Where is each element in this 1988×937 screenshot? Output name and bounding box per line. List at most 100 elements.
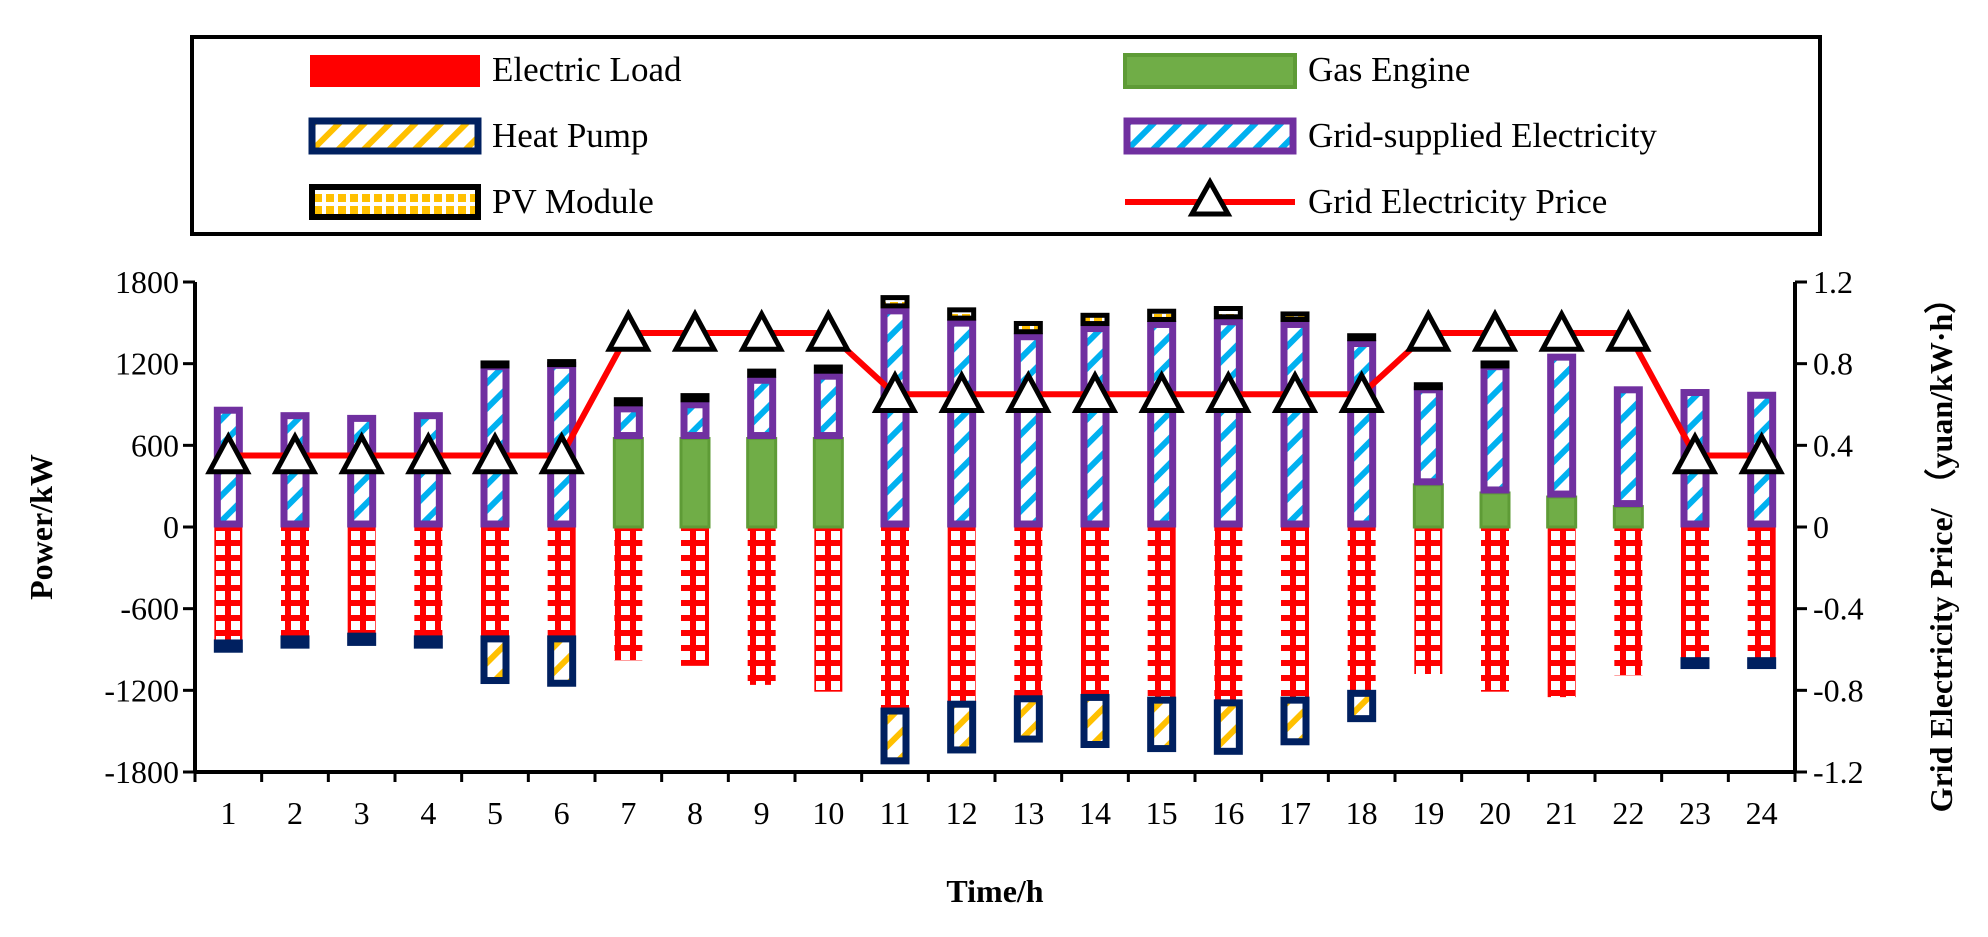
bar-grid-supplied (747, 376, 777, 440)
x-tick-label: 19 (1412, 795, 1444, 831)
y-tick-label: 0 (163, 509, 179, 545)
bar-heat-pump (280, 635, 310, 649)
price-marker (1338, 370, 1385, 413)
bar-grid-supplied (613, 405, 643, 440)
bar-pv-module (1080, 312, 1110, 327)
plot-area: 1800 1200 600 0 -600 -1200 -1800 1.2 0.8 0.4 0 -0.4… (23, 264, 1959, 909)
bar-heat-pump (1747, 657, 1777, 670)
bar-electric-load (1081, 527, 1109, 695)
bar-heat-pump (347, 632, 377, 646)
price-marker (938, 370, 985, 413)
bar-electric-load (481, 527, 509, 636)
price-marker (871, 370, 919, 413)
bar-pv-module (1347, 333, 1377, 342)
legend-label-gas-engine: Gas Engine (1308, 50, 1470, 89)
y-tick-label: -1800 (104, 754, 179, 790)
x-tick-label: 21 (1546, 795, 1578, 831)
bar-heat-pump (1213, 699, 1243, 755)
legend-swatch-gas-engine (1123, 53, 1297, 89)
x-tick-label: 24 (1746, 795, 1778, 831)
bar-electric-load (747, 527, 776, 685)
bar-heat-pump (1147, 696, 1177, 753)
bar-electric-load (1214, 527, 1243, 700)
bar-gas-engine (746, 437, 778, 529)
bar-grid-supplied (947, 319, 977, 528)
x-tick-label: 14 (1079, 795, 1111, 831)
bar-grid-supplied (813, 372, 843, 440)
axes: 1800 1200 600 0 -600 -1200 -1800 1.2 0.8 0.4 0 -0.4… (23, 264, 1959, 909)
bar-electric-load (281, 527, 309, 636)
price-marker (405, 431, 452, 475)
legend-label-pv-module: PV Module (492, 182, 654, 221)
bar-electric-load (1747, 527, 1776, 658)
y-axis-title: Power/kW (23, 454, 59, 600)
x-tick-label: 17 (1279, 795, 1311, 831)
price-marker (1471, 308, 1519, 352)
price-marker (1205, 370, 1252, 413)
bar-pv-module (480, 360, 510, 369)
bar-gas-engine (1546, 495, 1578, 529)
y2-tick-label: 0.8 (1813, 346, 1853, 382)
bar-grid-supplied (1280, 320, 1310, 528)
x-tick-label: 5 (487, 795, 503, 831)
bar-heat-pump (1680, 657, 1710, 670)
bar-electric-load (814, 527, 843, 692)
bar-gas-engine (1479, 491, 1511, 529)
bar-gas-engine (1412, 483, 1444, 529)
bar-heat-pump (1280, 696, 1310, 746)
legend-swatch-pv-module (309, 184, 481, 220)
x-tick-label: 16 (1212, 795, 1244, 831)
bar-grid-supplied (680, 401, 710, 440)
bar-pv-module (947, 307, 977, 321)
price-marker (1071, 370, 1119, 413)
y2-tick-label: 0.4 (1813, 427, 1853, 463)
legend-label-heat-pump: Heat Pump (492, 116, 649, 155)
bar-pv-module (1280, 311, 1310, 322)
y2-tick-label: -0.8 (1813, 672, 1864, 708)
price-marker (338, 431, 385, 475)
bar-pv-module (1413, 382, 1443, 391)
legend-marker-grid-price (1187, 176, 1233, 217)
x-tick-label: 7 (620, 795, 636, 831)
legend-label-grid-supplied: Grid-supplied Electricity (1308, 116, 1657, 155)
bar-grid-supplied (1480, 363, 1510, 494)
bar-electric-load (947, 527, 976, 702)
x-tick-label: 10 (812, 795, 844, 831)
price-marker (1405, 308, 1452, 352)
bar-heat-pump (547, 635, 577, 687)
price-marker (1738, 431, 1785, 475)
bar-pv-module (613, 397, 643, 407)
bar-gas-engine (612, 437, 644, 529)
price-line (228, 330, 1762, 459)
y-tick-label: 1800 (115, 264, 179, 300)
bar-electric-load (1681, 527, 1709, 658)
legend-item-gas-engine: Gas Engine (1123, 50, 1470, 89)
bar-gas-engine (1612, 505, 1644, 529)
bar-electric-load (681, 527, 709, 666)
legend-label-electric-load: Electric Load (492, 50, 682, 89)
x-tick-label: 3 (354, 795, 370, 831)
y2-tick-label: 1.2 (1813, 264, 1853, 300)
bar-electric-load (347, 527, 376, 634)
bar-electric-load (1281, 527, 1309, 698)
bar-pv-module (1147, 308, 1177, 322)
x-tick-label: 18 (1346, 795, 1378, 831)
bar-electric-load (1481, 527, 1509, 692)
price-marker (738, 308, 785, 352)
bar-heat-pump (880, 707, 910, 765)
bar-grid-supplied (1080, 325, 1110, 528)
legend-label-grid-price: Grid Electricity Price (1308, 182, 1607, 221)
bar-electric-load (614, 527, 643, 661)
legend: Electric Load Gas Engine Heat Pump Grid-… (190, 35, 1822, 236)
x-tick-label: 9 (754, 795, 770, 831)
legend-item-grid-price: Grid Electricity Price (1125, 176, 1607, 221)
bar-electric-load (1347, 527, 1376, 691)
x-tick-label: 13 (1012, 795, 1044, 831)
legend-swatch-heat-pump (308, 117, 482, 155)
price-marker (205, 431, 252, 475)
bar-heat-pump (947, 700, 977, 754)
bar-grid-supplied (1147, 320, 1177, 528)
y-tick-label: -1200 (104, 672, 179, 708)
bar-electric-load (1147, 527, 1176, 698)
bar-grid-supplied (1413, 386, 1443, 486)
